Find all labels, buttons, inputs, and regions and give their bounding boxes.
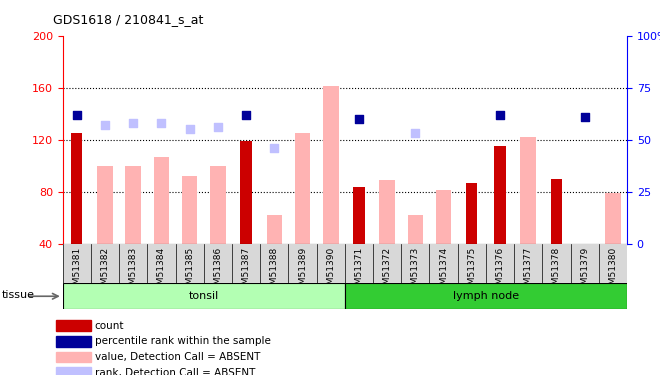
Bar bbox=[97, 166, 113, 244]
Text: GSM51383: GSM51383 bbox=[129, 247, 138, 296]
Bar bbox=[210, 166, 226, 244]
Bar bbox=[55, 336, 90, 347]
Text: value, Detection Call = ABSENT: value, Detection Call = ABSENT bbox=[94, 352, 260, 362]
Text: count: count bbox=[94, 321, 124, 331]
Point bbox=[269, 145, 280, 151]
Text: tissue: tissue bbox=[2, 291, 35, 300]
Text: GSM51388: GSM51388 bbox=[270, 247, 279, 296]
Point bbox=[184, 126, 195, 132]
Bar bbox=[182, 176, 197, 244]
Text: GSM51377: GSM51377 bbox=[524, 247, 533, 296]
FancyBboxPatch shape bbox=[63, 283, 345, 309]
Point bbox=[579, 114, 590, 120]
Text: GSM51387: GSM51387 bbox=[242, 247, 251, 296]
Bar bbox=[521, 137, 536, 244]
Text: GSM51381: GSM51381 bbox=[73, 247, 81, 296]
Point bbox=[495, 112, 506, 118]
Text: GSM51380: GSM51380 bbox=[609, 247, 617, 296]
Bar bbox=[55, 320, 90, 331]
Text: GSM51390: GSM51390 bbox=[326, 247, 335, 296]
FancyBboxPatch shape bbox=[345, 283, 627, 309]
Point bbox=[100, 122, 110, 128]
Text: GDS1618 / 210841_s_at: GDS1618 / 210841_s_at bbox=[53, 13, 203, 26]
Bar bbox=[125, 166, 141, 244]
Text: GSM51386: GSM51386 bbox=[213, 247, 222, 296]
Point bbox=[241, 112, 251, 118]
Point bbox=[354, 116, 364, 122]
Bar bbox=[295, 133, 310, 244]
Text: GSM51389: GSM51389 bbox=[298, 247, 307, 296]
Bar bbox=[55, 367, 90, 375]
Point bbox=[71, 112, 82, 118]
Text: GSM51384: GSM51384 bbox=[157, 247, 166, 296]
Bar bbox=[466, 183, 477, 244]
Text: percentile rank within the sample: percentile rank within the sample bbox=[94, 336, 271, 346]
Bar bbox=[267, 215, 282, 244]
Point bbox=[128, 120, 139, 126]
Bar bbox=[408, 215, 423, 244]
Point bbox=[213, 124, 223, 130]
Bar bbox=[240, 141, 251, 244]
Text: GSM51374: GSM51374 bbox=[439, 247, 448, 296]
Text: tonsil: tonsil bbox=[189, 291, 219, 301]
Point bbox=[156, 120, 167, 126]
Bar bbox=[551, 179, 562, 244]
Bar bbox=[353, 186, 364, 244]
Text: GSM51376: GSM51376 bbox=[496, 247, 504, 296]
Text: GSM51385: GSM51385 bbox=[185, 247, 194, 296]
Text: GSM51372: GSM51372 bbox=[383, 247, 391, 296]
Text: GSM51378: GSM51378 bbox=[552, 247, 561, 296]
Point bbox=[410, 130, 420, 136]
Bar bbox=[71, 133, 82, 244]
Bar bbox=[436, 190, 451, 244]
Text: GSM51379: GSM51379 bbox=[580, 247, 589, 296]
Text: rank, Detection Call = ABSENT: rank, Detection Call = ABSENT bbox=[94, 368, 255, 375]
Bar bbox=[323, 86, 339, 244]
Bar bbox=[379, 180, 395, 244]
Text: GSM51373: GSM51373 bbox=[411, 247, 420, 296]
Bar bbox=[605, 193, 620, 244]
Text: GSM51382: GSM51382 bbox=[100, 247, 110, 296]
Text: GSM51375: GSM51375 bbox=[467, 247, 477, 296]
Bar bbox=[154, 157, 169, 244]
Bar bbox=[494, 146, 506, 244]
Text: lymph node: lymph node bbox=[453, 291, 519, 301]
Text: GSM51371: GSM51371 bbox=[354, 247, 364, 296]
Bar bbox=[55, 352, 90, 362]
